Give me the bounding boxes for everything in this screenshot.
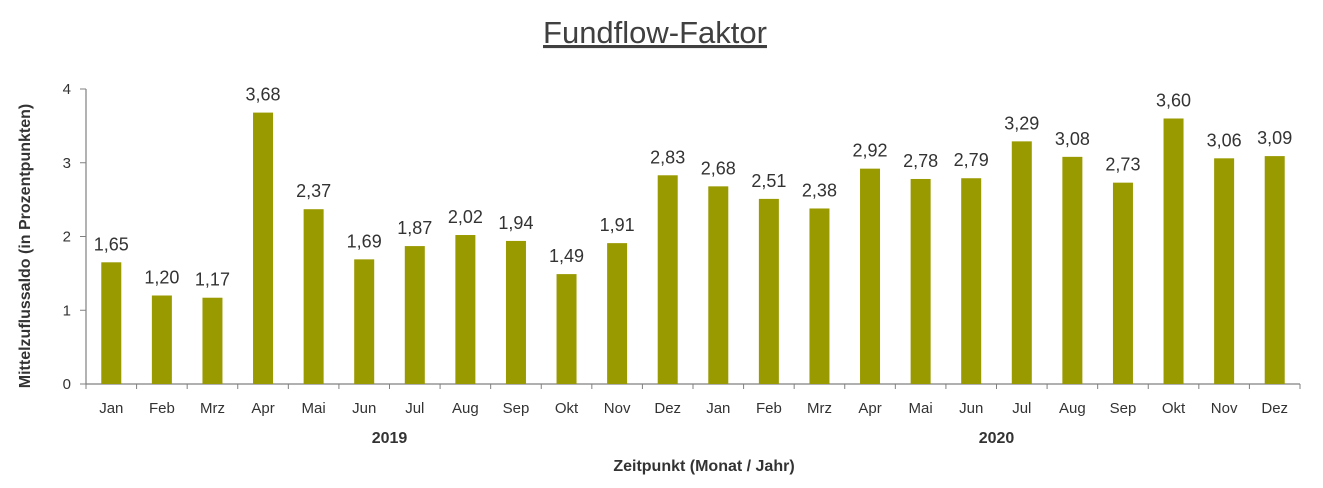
bar — [101, 262, 122, 384]
x-tick-label: Jun — [959, 400, 983, 417]
x-tick-label: Okt — [555, 400, 579, 417]
bar-value-label: 3,68 — [246, 85, 281, 105]
x-tick-label: Mrz — [200, 400, 225, 417]
bar — [1163, 118, 1184, 384]
bar — [505, 240, 526, 384]
x-tick-label: Jul — [1012, 400, 1031, 417]
y-axis: 0 1 2 3 4 — [63, 81, 87, 393]
bar-value-label: 3,60 — [1156, 91, 1191, 111]
data-labels: 1,65 1,20 1,17 3,68 2,37 1,69 1,87 2,02 1,94 1,49… — [94, 85, 1292, 290]
bar-value-label: 1,91 — [600, 215, 635, 235]
x-tick-label: Sep — [503, 400, 530, 417]
x-tick-label: Dez — [1261, 400, 1288, 417]
bar — [455, 235, 476, 384]
y-tick-label: 3 — [63, 155, 71, 172]
bar — [860, 168, 881, 384]
bar — [354, 259, 375, 384]
bar-value-label: 1,20 — [144, 268, 179, 288]
year-group-label: 2019 — [372, 430, 408, 447]
bar — [708, 186, 729, 384]
bar — [556, 274, 577, 384]
bar — [1264, 156, 1285, 384]
chart-title: Fundflow-Faktor — [543, 15, 767, 50]
bar-value-label: 3,08 — [1055, 129, 1090, 149]
bar — [1011, 141, 1032, 384]
bar-value-label: 1,17 — [195, 270, 230, 290]
y-tick-label: 0 — [63, 376, 71, 393]
bar-value-label: 2,02 — [448, 207, 483, 227]
x-tick-label: Okt — [1162, 400, 1186, 417]
bar-value-label: 1,87 — [397, 218, 432, 238]
bar-value-label: 2,73 — [1105, 155, 1140, 175]
bar-value-label: 3,09 — [1257, 128, 1292, 148]
bar — [657, 175, 678, 384]
x-tick-label: Aug — [452, 400, 479, 417]
x-tick-label: Mrz — [807, 400, 832, 417]
bar-value-label: 1,49 — [549, 246, 584, 266]
bar-value-label: 2,68 — [701, 158, 736, 178]
bar-value-label: 3,06 — [1207, 130, 1242, 150]
bar — [202, 297, 223, 384]
year-group-label: 2020 — [979, 430, 1015, 447]
x-tick-label: Aug — [1059, 400, 1086, 417]
x-tick-label: Feb — [756, 400, 782, 417]
y-tick-label: 2 — [63, 229, 71, 246]
x-tick-label: Jul — [405, 400, 424, 417]
bar — [1112, 182, 1133, 384]
bar-value-label: 1,65 — [94, 234, 129, 254]
bar — [253, 112, 274, 384]
bars — [101, 112, 1285, 384]
bar — [607, 243, 628, 384]
x-tick-label: Nov — [1211, 400, 1238, 417]
x-tick-label: Mai — [909, 400, 933, 417]
x-tick-label: Sep — [1110, 400, 1137, 417]
x-tick-label: Apr — [251, 400, 274, 417]
y-tick-label: 4 — [63, 81, 71, 98]
bar-value-label: 2,38 — [802, 180, 837, 200]
bar — [1062, 156, 1083, 384]
bar — [910, 178, 931, 384]
y-axis-title: Mittelzuflussaldo (in Prozentpunkten) — [17, 104, 34, 388]
bar — [303, 209, 324, 384]
bar-value-label: 2,83 — [650, 147, 685, 167]
bar-value-label: 1,94 — [498, 213, 533, 233]
bar — [961, 178, 982, 384]
bar — [151, 295, 172, 384]
bar-value-label: 2,37 — [296, 181, 331, 201]
bar-value-label: 2,92 — [853, 141, 888, 161]
x-axis: Jan Feb Mrz Apr Mai Jun Jul Aug Sep Okt Nov Dez Jan F… — [85, 383, 1301, 447]
bar — [1214, 158, 1235, 384]
x-tick-label: Jan — [99, 400, 123, 417]
x-tick-label: Jun — [352, 400, 376, 417]
bar-value-label: 1,69 — [347, 231, 382, 251]
x-tick-label: Jan — [706, 400, 730, 417]
bar — [758, 198, 779, 384]
bar — [404, 246, 425, 384]
x-axis-title: Zeitpunkt (Monat / Jahr) — [613, 458, 794, 475]
x-tick-label: Dez — [654, 400, 681, 417]
bar-value-label: 2,78 — [903, 151, 938, 171]
x-tick-label: Apr — [858, 400, 881, 417]
x-tick-label: Nov — [604, 400, 631, 417]
bar — [809, 208, 830, 384]
y-tick-label: 1 — [63, 302, 71, 319]
bar-value-label: 2,79 — [954, 150, 989, 170]
bar-value-label: 3,29 — [1004, 113, 1039, 133]
x-tick-label: Feb — [149, 400, 175, 417]
x-tick-label: Mai — [302, 400, 326, 417]
bar-value-label: 2,51 — [751, 171, 786, 191]
